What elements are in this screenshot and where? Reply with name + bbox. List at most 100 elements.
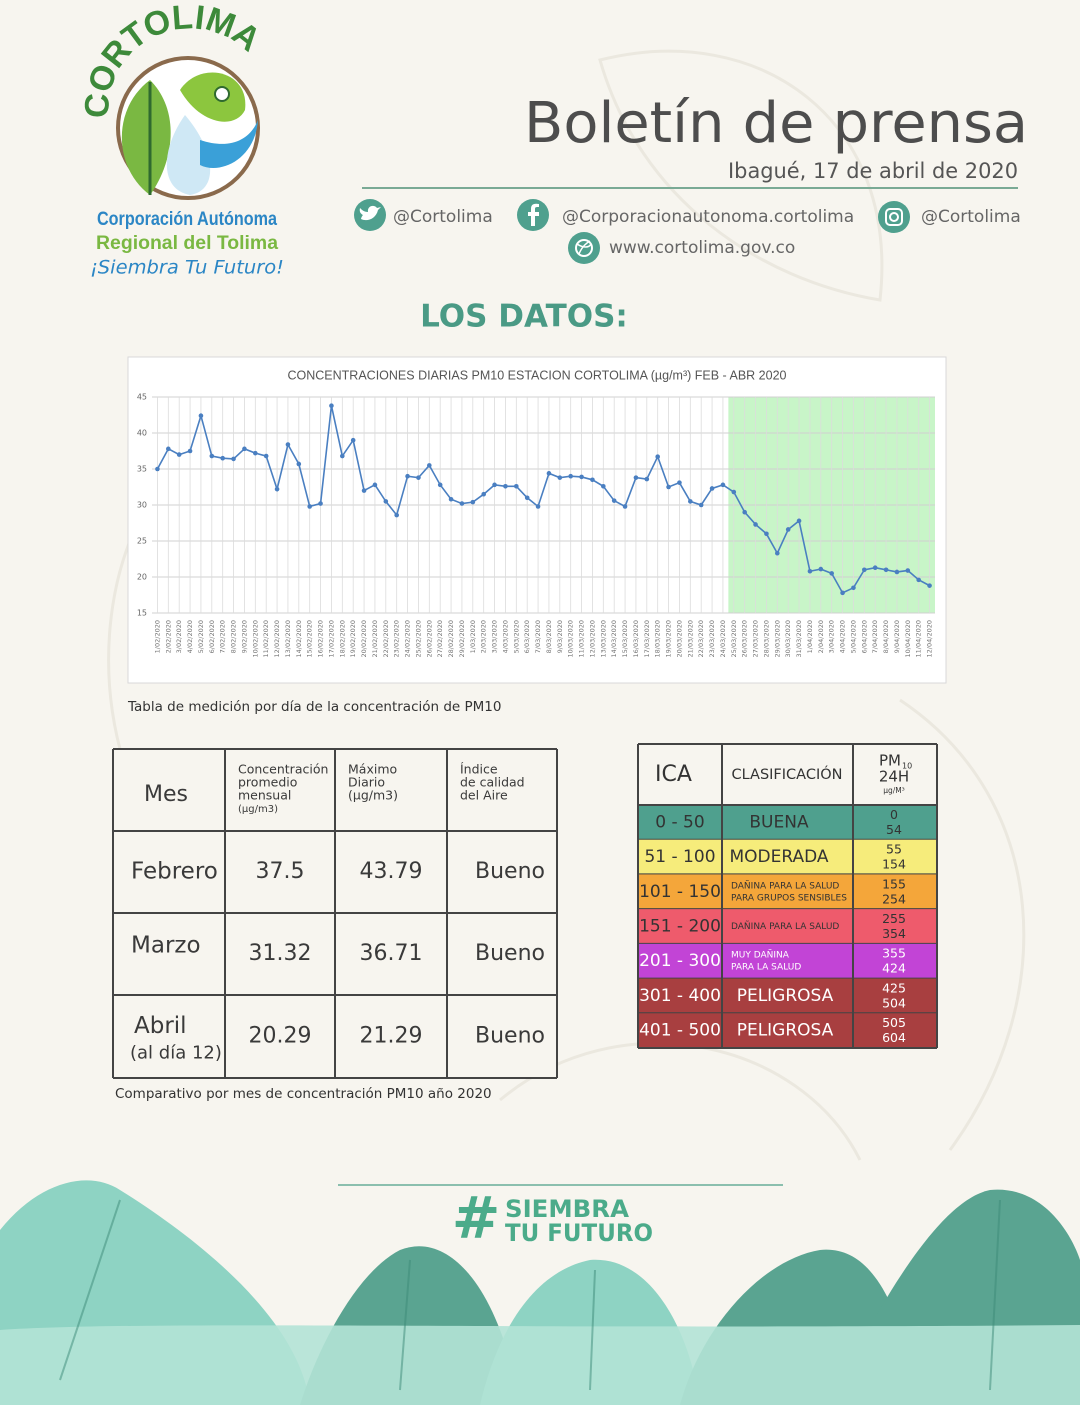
- ica-pm: 425: [882, 980, 906, 995]
- data-point: [176, 452, 182, 457]
- table-header: mensual: [238, 788, 291, 803]
- x-tick-label: 23/03/2020: [708, 620, 716, 657]
- ica-row: [638, 1013, 937, 1048]
- data-point: [633, 475, 639, 480]
- org-line: Corporación Autónoma: [97, 209, 277, 230]
- ica-class: PARA GRUPOS SENSIBLES: [731, 893, 847, 903]
- data-point: [546, 471, 552, 476]
- footer-slogan: SIEMBRA: [505, 1195, 629, 1223]
- ica-class: PARA LA SALUD: [731, 963, 801, 973]
- leaf-vein: [59, 1199, 1001, 1391]
- x-tick-label: 26/03/2020: [741, 620, 749, 657]
- data-point: [524, 495, 530, 501]
- table-cell: 21.29: [360, 1024, 423, 1049]
- x-tick-label: 7/04/2020: [871, 620, 879, 653]
- logo: CORTOLIMA Corporación Autónoma Regional …: [78, 0, 284, 279]
- ica-header-bg: [638, 744, 937, 805]
- y-tick-label: 35: [137, 465, 147, 474]
- data-point: [666, 484, 671, 490]
- data-point: [731, 489, 737, 495]
- ica-class: MUY DAÑINA: [731, 950, 790, 961]
- section-title: LOS DATOS:: [420, 299, 628, 335]
- data-point: [764, 531, 769, 537]
- table-header: Diario: [348, 775, 385, 790]
- data-point: [394, 512, 399, 518]
- x-tick-label: 6/04/2020: [860, 620, 868, 653]
- x-tick-label: 5/03/2020: [512, 620, 520, 653]
- data-point: [514, 483, 519, 489]
- table-cell: 31.32: [249, 941, 312, 966]
- social-handle[interactable]: @Corporacionautonoma.cortolima: [562, 207, 854, 227]
- x-tick-label: 27/02/2020: [436, 620, 444, 657]
- y-tick-label: 30: [137, 501, 147, 510]
- ica-pm: 254: [882, 891, 906, 906]
- footer-slogan: TU FUTURO: [505, 1219, 653, 1247]
- x-tick-label: 1/03/2020: [469, 620, 477, 653]
- x-tick-label: 6/02/2020: [208, 620, 216, 653]
- social-links: @Cortolima @Corporacionautonoma.cortolim…: [354, 199, 1021, 264]
- table-header: de calidad: [460, 775, 525, 790]
- x-tick-label: 9/04/2020: [893, 620, 901, 653]
- data-point: [840, 590, 845, 596]
- x-tick-label: 1/04/2020: [806, 620, 814, 653]
- x-tick-label: 12/02/2020: [273, 620, 281, 657]
- web-link[interactable]: www.cortolima.gov.co: [609, 238, 795, 258]
- ica-header: 24H: [879, 768, 909, 786]
- twitter-glyph: [359, 205, 381, 221]
- ica-pm: 155: [882, 876, 906, 891]
- x-tick-label: 24/02/2020: [404, 620, 412, 657]
- data-point: [329, 403, 334, 409]
- y-tick-label: 40: [137, 429, 147, 438]
- path: [598, 49, 884, 302]
- ica-pm: 0: [890, 807, 898, 822]
- data-point: [655, 454, 660, 459]
- table-header: Mes: [144, 782, 188, 807]
- x-tick-label: 1/02/2020: [153, 620, 161, 653]
- x-tick-label: 7/02/2020: [219, 620, 227, 653]
- monthly-table: MesConcentraciónpromediomensual(µg/m3)Má…: [112, 748, 558, 1102]
- table-header: Concentración: [238, 762, 328, 777]
- x-tick-label: 17/02/2020: [327, 620, 335, 657]
- x-tick-label: 8/04/2020: [882, 620, 890, 653]
- data-point: [753, 522, 758, 527]
- ica-class: PELIGROSA: [737, 1021, 834, 1041]
- table-header: Máximo: [348, 762, 397, 777]
- ica-pm: 255: [882, 911, 906, 926]
- data-point: [361, 488, 367, 493]
- table-cell: 20.29: [249, 1024, 312, 1049]
- data-point: [688, 499, 693, 504]
- data-point: [579, 474, 584, 480]
- x-tick-label: 7/03/2020: [534, 620, 542, 653]
- x-tick-label: 2/03/2020: [480, 620, 488, 653]
- data-point: [709, 486, 715, 491]
- data-point: [448, 496, 454, 502]
- data-point: [894, 569, 900, 575]
- x-tick-label: 5/02/2020: [197, 620, 205, 653]
- x-tick-label: 28/02/2020: [447, 620, 455, 657]
- ica-range: 51 - 100: [644, 847, 715, 867]
- x-tick-label: 9/03/2020: [556, 620, 564, 653]
- social-handle[interactable]: @Cortolima: [393, 207, 493, 227]
- instagram-icon: [878, 201, 910, 233]
- x-tick-label: 22/02/2020: [382, 620, 390, 657]
- ica-class: PELIGROSA: [737, 986, 834, 1006]
- data-point: [785, 527, 791, 532]
- data-point: [296, 461, 302, 467]
- data-point: [601, 483, 606, 489]
- table-caption: Comparativo por mes de concentración PM1…: [115, 1086, 492, 1102]
- x-tick-label: 31/03/2020: [795, 620, 803, 657]
- data-point: [253, 450, 258, 456]
- table-cell: Marzo: [131, 933, 201, 959]
- x-tick-label: 30/03/2020: [784, 620, 792, 657]
- ica-class: DAÑINA PARA LA SALUD: [731, 880, 839, 891]
- data-point: [350, 437, 356, 443]
- web-icon: [568, 232, 600, 264]
- y-tick-label: 20: [137, 573, 147, 582]
- x-tick-label: 8/02/2020: [230, 620, 238, 653]
- ica-pm: 154: [882, 857, 906, 872]
- social-handle[interactable]: @Cortolima: [921, 207, 1021, 227]
- data-point: [916, 577, 921, 583]
- x-tick-label: 20/02/2020: [360, 620, 368, 657]
- x-tick-label: 11/02/2020: [262, 620, 270, 657]
